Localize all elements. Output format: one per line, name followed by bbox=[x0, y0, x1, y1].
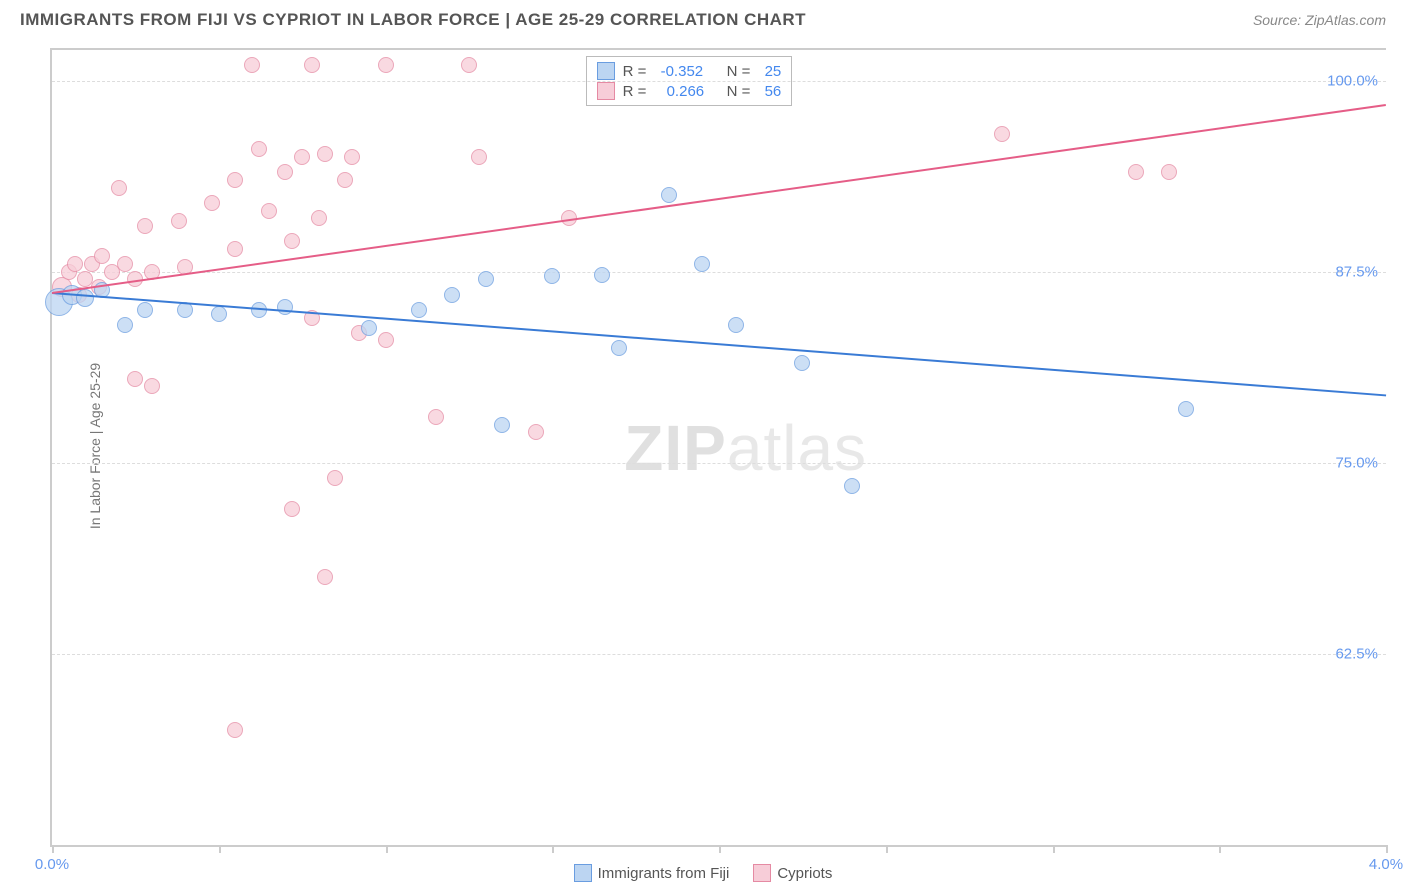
data-point bbox=[137, 302, 153, 318]
data-point bbox=[204, 195, 220, 211]
data-point bbox=[317, 569, 333, 585]
swatch-cypriots bbox=[597, 82, 615, 100]
data-point bbox=[461, 57, 477, 73]
data-point bbox=[311, 210, 327, 226]
x-tick bbox=[886, 845, 888, 853]
x-tick bbox=[1053, 845, 1055, 853]
legend-swatch-cypriots bbox=[753, 864, 771, 882]
y-tick-label: 75.0% bbox=[1335, 454, 1378, 471]
data-point bbox=[494, 417, 510, 433]
data-point bbox=[378, 332, 394, 348]
data-point bbox=[428, 409, 444, 425]
x-tick bbox=[219, 845, 221, 853]
data-point bbox=[144, 378, 160, 394]
gridline bbox=[52, 654, 1386, 655]
y-tick-label: 62.5% bbox=[1335, 645, 1378, 662]
data-point bbox=[251, 141, 267, 157]
data-point bbox=[611, 340, 627, 356]
data-point bbox=[528, 424, 544, 440]
scatter-plot-area: ZIPatlas R = -0.352 N = 25 R = 0.266 N =… bbox=[50, 48, 1386, 847]
data-point bbox=[244, 57, 260, 73]
data-point bbox=[261, 203, 277, 219]
data-point bbox=[594, 267, 610, 283]
data-point bbox=[471, 149, 487, 165]
y-tick-label: 87.5% bbox=[1335, 263, 1378, 280]
data-point bbox=[277, 164, 293, 180]
x-tick bbox=[552, 845, 554, 853]
data-point bbox=[211, 306, 227, 322]
data-point bbox=[67, 256, 83, 272]
data-point bbox=[76, 289, 94, 307]
data-point bbox=[728, 317, 744, 333]
x-tick bbox=[52, 845, 54, 853]
watermark: ZIPatlas bbox=[624, 411, 867, 485]
legend-swatch-fiji bbox=[574, 864, 592, 882]
data-point bbox=[794, 355, 810, 371]
data-point bbox=[444, 287, 460, 303]
chart-title: IMMIGRANTS FROM FIJI VS CYPRIOT IN LABOR… bbox=[20, 10, 806, 30]
data-point bbox=[127, 371, 143, 387]
data-point bbox=[1161, 164, 1177, 180]
data-point bbox=[317, 146, 333, 162]
x-tick bbox=[386, 845, 388, 853]
y-tick-label: 100.0% bbox=[1327, 72, 1378, 89]
data-point bbox=[227, 241, 243, 257]
x-tick bbox=[1386, 845, 1388, 853]
data-point bbox=[171, 213, 187, 229]
trend-line bbox=[52, 292, 1386, 396]
data-point bbox=[694, 256, 710, 272]
data-point bbox=[844, 478, 860, 494]
data-point bbox=[111, 180, 127, 196]
gridline bbox=[52, 272, 1386, 273]
gridline bbox=[52, 463, 1386, 464]
data-point bbox=[117, 317, 133, 333]
data-point bbox=[277, 299, 293, 315]
x-tick bbox=[719, 845, 721, 853]
data-point bbox=[1178, 401, 1194, 417]
data-point bbox=[378, 57, 394, 73]
data-point bbox=[361, 320, 377, 336]
data-point bbox=[304, 57, 320, 73]
data-point bbox=[327, 470, 343, 486]
data-point bbox=[227, 172, 243, 188]
data-point bbox=[284, 501, 300, 517]
data-point bbox=[227, 722, 243, 738]
data-point bbox=[1128, 164, 1144, 180]
data-point bbox=[344, 149, 360, 165]
stats-row-fiji: R = -0.352 N = 25 bbox=[597, 61, 782, 81]
data-point bbox=[544, 268, 560, 284]
data-point bbox=[478, 271, 494, 287]
x-tick bbox=[1219, 845, 1221, 853]
data-point bbox=[411, 302, 427, 318]
data-point bbox=[117, 256, 133, 272]
data-point bbox=[337, 172, 353, 188]
bottom-legend: Immigrants from Fiji Cypriots bbox=[0, 864, 1406, 882]
data-point bbox=[94, 248, 110, 264]
data-point bbox=[284, 233, 300, 249]
data-point bbox=[661, 187, 677, 203]
legend-item-fiji: Immigrants from Fiji bbox=[574, 864, 730, 882]
legend-item-cypriots: Cypriots bbox=[753, 864, 832, 882]
data-point bbox=[137, 218, 153, 234]
chart-source: Source: ZipAtlas.com bbox=[1253, 12, 1386, 28]
stats-row-cypriots: R = 0.266 N = 56 bbox=[597, 81, 782, 101]
data-point bbox=[294, 149, 310, 165]
gridline bbox=[52, 81, 1386, 82]
data-point bbox=[994, 126, 1010, 142]
swatch-fiji bbox=[597, 62, 615, 80]
trend-line bbox=[52, 104, 1386, 294]
